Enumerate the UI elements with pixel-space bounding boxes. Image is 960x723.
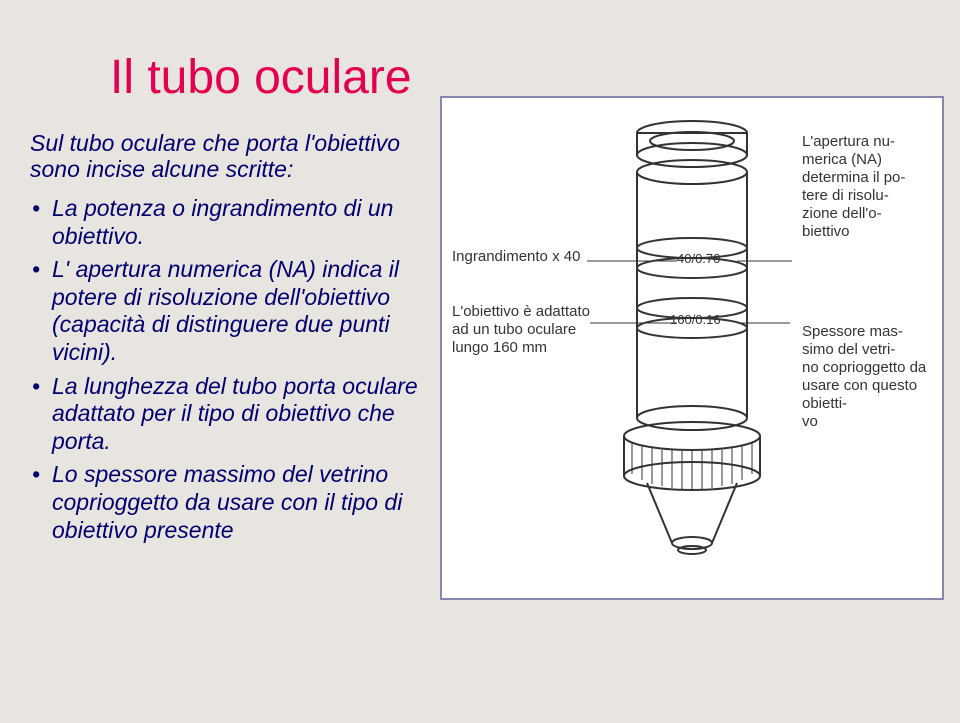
label-thickness: Spessore mas- simo del vetri- no copriog… xyxy=(802,323,932,431)
bullet-list: La potenza o ingrandimento di un obietti… xyxy=(30,195,420,550)
callout-bottom: 160/0.16 xyxy=(670,312,721,328)
label-adapted: L'obiettivo è adattato ad un tubo ocular… xyxy=(452,303,592,357)
list-item: Lo spessore massimo del vetrino copriogg… xyxy=(30,461,420,544)
label-na: L'apertura nu- merica (NA) determina il … xyxy=(802,133,932,241)
list-item: La potenza o ingrandimento di un obietti… xyxy=(30,195,420,250)
intro-text: Sul tubo oculare che porta l'obiettivo s… xyxy=(30,130,410,183)
objective-diagram: 40/0.70 160/0.16 Ingrandimento x 40 L'ob… xyxy=(440,96,944,600)
callout-top: 40/0.70 xyxy=(677,251,720,267)
label-magnification: Ingrandimento x 40 xyxy=(452,248,587,266)
page-title: Il tubo oculare xyxy=(110,50,412,105)
list-item: La lunghezza del tubo porta oculare adat… xyxy=(30,373,420,456)
list-item: L' apertura numerica (NA) indica il pote… xyxy=(30,256,420,366)
